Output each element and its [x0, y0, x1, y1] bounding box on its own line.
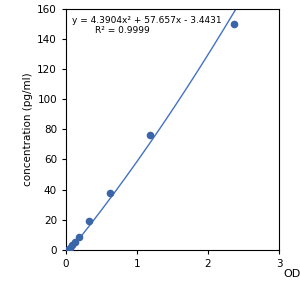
Point: [68, 246, 73, 251]
Text: y = 4.3904x² + 57.657x - 3.4431
        R² = 0.9999: y = 4.3904x² + 57.657x - 3.4431 R² = 0.9…: [72, 16, 222, 35]
Point: [86, 219, 91, 224]
Text: OD: OD: [283, 269, 300, 279]
Point: [70, 242, 75, 247]
Point: [147, 133, 152, 137]
Y-axis label: concentration (pg/ml): concentration (pg/ml): [23, 72, 33, 186]
Point: [108, 190, 112, 195]
Point: [76, 235, 81, 239]
Point: [73, 239, 78, 244]
Point: [232, 21, 237, 26]
Point: [65, 248, 70, 252]
